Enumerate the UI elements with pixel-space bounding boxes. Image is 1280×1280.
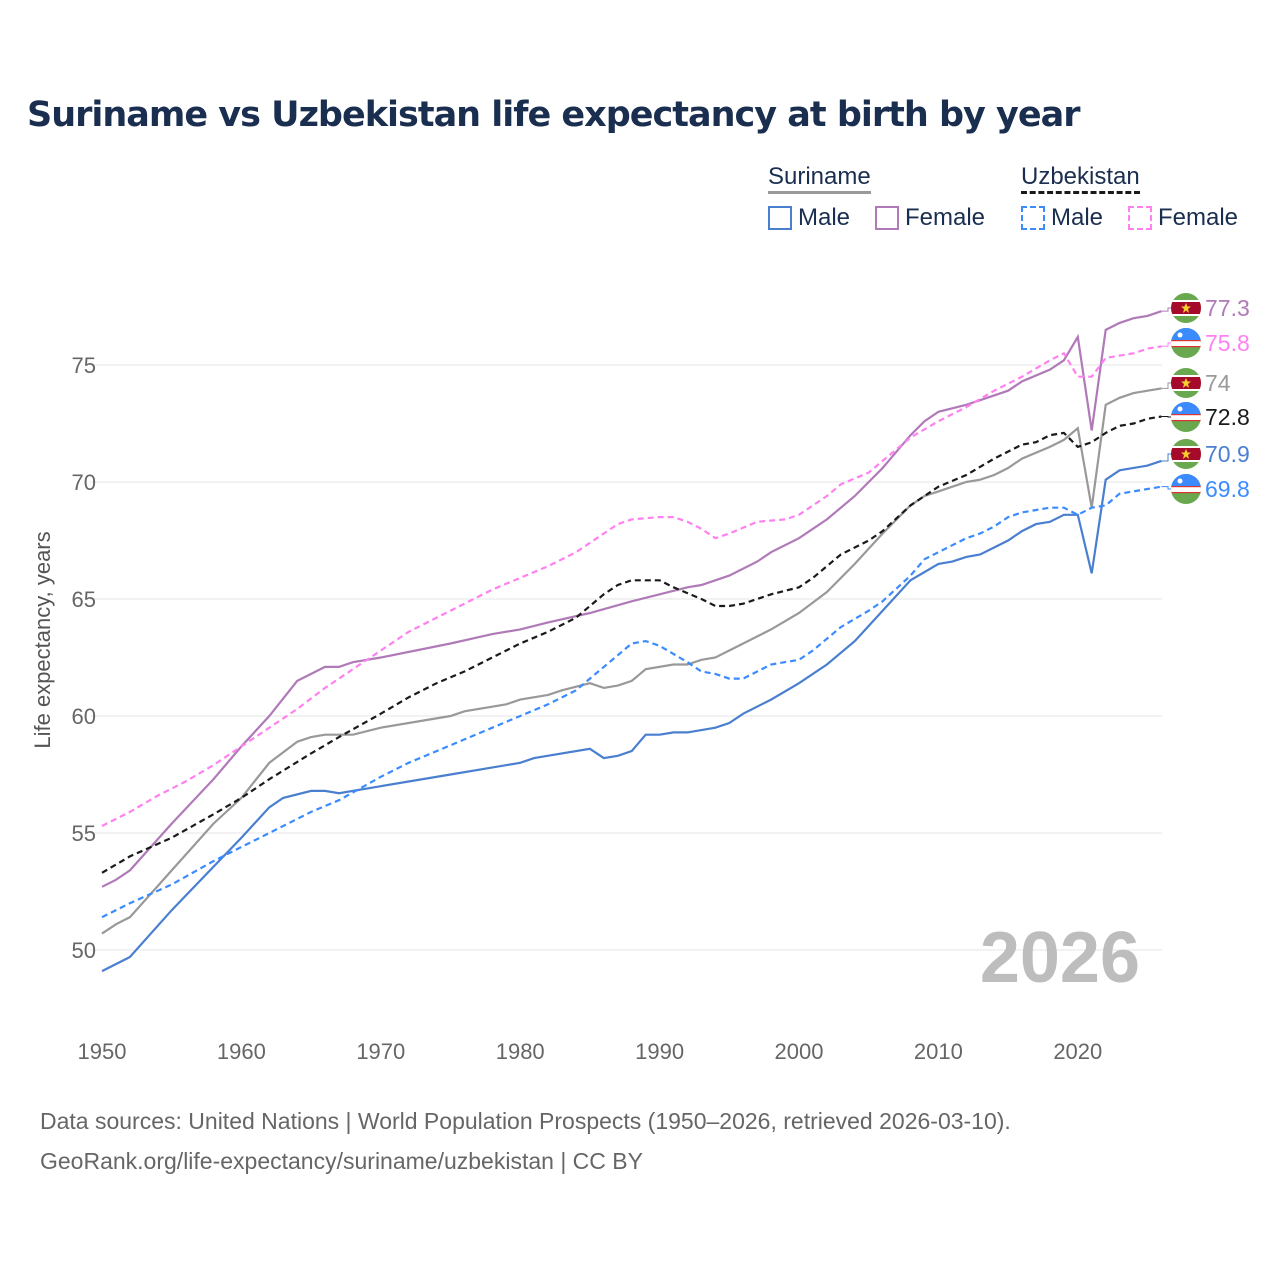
y-tick-label: 75	[72, 353, 96, 378]
legend-label: Female	[905, 204, 986, 231]
legend-swatch	[875, 206, 899, 230]
chart-title: Suriname vs Uzbekistan life expectancy a…	[27, 95, 1080, 135]
uzbekistan-flag-icon	[1171, 474, 1201, 504]
y-tick-label: 55	[72, 821, 96, 846]
legend-label: Male	[1051, 204, 1104, 231]
legend-swatch	[1128, 206, 1152, 230]
x-tick-label: 1990	[635, 1039, 684, 1064]
series-line-uzbekistan-male	[101, 485, 1162, 919]
legend-swatch	[1021, 206, 1045, 230]
end-value-label: 69.8	[1205, 476, 1250, 502]
year-annotation: 2026	[980, 918, 1140, 998]
x-tick-label: 1950	[78, 1039, 127, 1064]
legend-label: Female	[1158, 204, 1239, 231]
end-value-label: 72.8	[1205, 404, 1250, 430]
suriname-flag-icon	[1171, 293, 1201, 323]
y-axis-label: Life expectancy, years	[30, 531, 55, 748]
footer-url[interactable]: GeoRank.org/life-expectancy/suriname/uzb…	[40, 1148, 643, 1174]
uzbekistan-flag-icon	[1171, 328, 1201, 358]
y-tick-label: 60	[72, 704, 96, 729]
y-tick-label: 65	[72, 587, 96, 612]
x-tick-label: 1970	[356, 1039, 405, 1064]
x-tick-label: 2020	[1053, 1039, 1102, 1064]
legend-suriname-male[interactable]: Male	[768, 204, 850, 232]
legend-group-uzbekistan: Uzbekistan	[1021, 163, 1140, 194]
x-tick-label: 1960	[217, 1039, 266, 1064]
x-tick-label: 2000	[775, 1039, 824, 1064]
x-tick-label: 2010	[914, 1039, 963, 1064]
x-tick-label: 1980	[496, 1039, 545, 1064]
series-line-uzbekistan-female	[101, 345, 1162, 827]
suriname-flag-icon	[1171, 368, 1201, 398]
y-tick-label: 70	[72, 470, 96, 495]
end-value-label: 75.8	[1205, 330, 1250, 356]
series-line-uzbekistan	[101, 415, 1162, 874]
end-value-label: 70.9	[1205, 441, 1250, 467]
suriname-flag-icon	[1171, 439, 1201, 469]
y-tick-label: 50	[72, 938, 96, 963]
legend-group-suriname: Suriname	[768, 163, 871, 194]
legend-uzbekistan-female[interactable]: Female	[1128, 204, 1238, 232]
label-connector	[1161, 453, 1172, 462]
series-line-suriname-female	[101, 310, 1162, 888]
label-connector	[1161, 382, 1172, 389]
series-line-suriname	[101, 387, 1162, 935]
legend-swatch	[768, 206, 792, 230]
series-line-suriname-male	[101, 459, 1162, 973]
legend-label: Male	[798, 204, 851, 231]
legend-uzbekistan-male[interactable]: Male	[1021, 204, 1103, 232]
label-connector	[1161, 307, 1172, 312]
end-value-label: 77.3	[1205, 295, 1250, 321]
end-value-label: 74	[1205, 370, 1231, 396]
legend-suriname-female[interactable]: Female	[875, 204, 985, 232]
label-connector	[1161, 415, 1172, 418]
footer-sources: Data sources: United Nations | World Pop…	[40, 1108, 1011, 1134]
label-connector	[1161, 342, 1172, 347]
label-connector	[1161, 486, 1172, 490]
uzbekistan-flag-icon	[1171, 402, 1201, 432]
